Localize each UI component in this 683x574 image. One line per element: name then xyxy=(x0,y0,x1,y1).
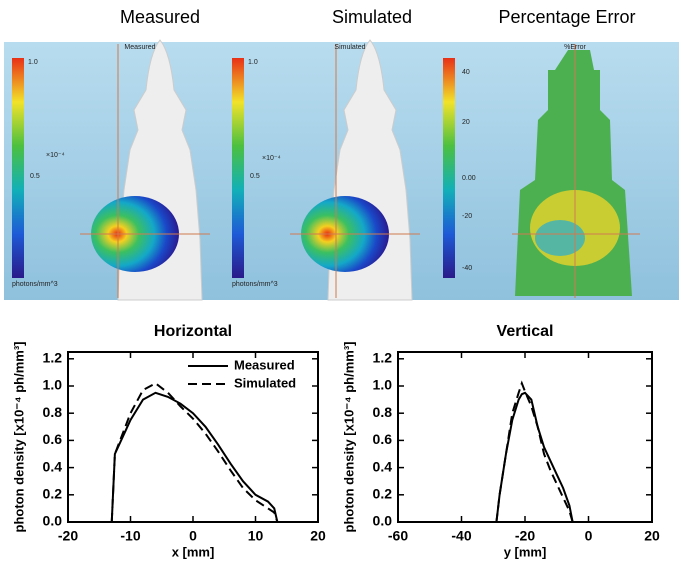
measured-image: Measured 1.0 0.5 ×10⁻⁴ photons/mm^3 xyxy=(12,39,210,301)
error-image: %Error 40 20 0.00 -20 -40 xyxy=(443,44,640,298)
y-tick-label: 1.0 xyxy=(373,377,393,393)
colorbar-label: 0.5 xyxy=(30,173,40,180)
plot-frame xyxy=(397,351,653,523)
y-axis-label: photon density [x10⁻⁴ ph/mm³] xyxy=(11,342,26,533)
y-tick-label: 1.0 xyxy=(43,377,63,393)
x-tick-label: 0 xyxy=(585,528,593,544)
legend-label: Measured xyxy=(234,357,295,372)
y-tick-label: 1.2 xyxy=(43,350,63,366)
chart-title: Vertical xyxy=(497,323,554,340)
x-tick-label: -60 xyxy=(388,528,408,544)
colorbar-label: 1.0 xyxy=(28,59,38,66)
y-tick-label: 1.2 xyxy=(373,350,393,366)
data-line xyxy=(495,380,574,523)
y-tick-label: 0.6 xyxy=(43,431,63,447)
panel-title: Simulated xyxy=(332,7,412,27)
chart: Vertical y [mm] photon density [x10⁻⁴ ph/m… xyxy=(341,323,660,559)
colorbar-label: 0.00 xyxy=(462,175,476,182)
x-tick-label: -20 xyxy=(58,528,78,544)
legend-label: Simulated xyxy=(234,375,296,390)
y-tick-label: 0.8 xyxy=(373,404,393,420)
y-tick-label: 0.0 xyxy=(373,513,393,529)
panel-title: Percentage Error xyxy=(498,7,635,27)
x-tick-label: 20 xyxy=(310,528,326,544)
x-axis-label: x [mm] xyxy=(172,544,215,559)
y-tick-label: 0.6 xyxy=(373,431,393,447)
x-tick-label: 0 xyxy=(189,528,197,544)
y-tick-label: 0.2 xyxy=(43,486,63,502)
chart: Horizontal x [mm] photon density [x10⁻⁴ ph… xyxy=(11,323,326,559)
x-tick-label: -10 xyxy=(120,528,140,544)
data-line xyxy=(495,391,574,523)
colorbar-label: ×10⁻⁴ xyxy=(262,155,281,162)
chart-title: Horizontal xyxy=(154,323,232,340)
image-label: Measured xyxy=(124,44,155,51)
x-axis-label: y [mm] xyxy=(504,544,547,559)
y-tick-label: 0.0 xyxy=(43,513,63,529)
y-axis-label: photon density [x10⁻⁴ ph/mm³] xyxy=(341,342,356,533)
colorbar-label: 40 xyxy=(462,69,470,76)
colorbar-label: -40 xyxy=(462,265,472,272)
y-tick-label: 0.4 xyxy=(43,458,63,474)
y-tick-label: 0.4 xyxy=(373,458,393,474)
x-tick-label: 20 xyxy=(644,528,660,544)
y-tick-label: 0.8 xyxy=(43,404,63,420)
data-line xyxy=(110,391,279,523)
colorbar-label: -20 xyxy=(462,213,472,220)
colorbar-label: 1.0 xyxy=(248,59,258,66)
colorbar-label: 0.5 xyxy=(250,173,260,180)
x-tick-label: -20 xyxy=(515,528,535,544)
data-line xyxy=(110,382,279,523)
plot-frame xyxy=(67,351,319,523)
panel-title: Measured xyxy=(120,7,200,27)
colorbar-label: photons/mm^3 xyxy=(12,281,58,288)
y-tick-label: 0.2 xyxy=(373,486,393,502)
title-row: Measured Simulated Percentage Error xyxy=(120,7,636,27)
image-label: %Error xyxy=(564,44,586,51)
colorbar-label: ×10⁻⁴ xyxy=(46,152,65,159)
colorbar-label: 20 xyxy=(462,119,470,126)
colorbar-label: photons/mm^3 xyxy=(232,281,278,288)
x-tick-label: -40 xyxy=(451,528,471,544)
image-label: Simulated xyxy=(334,44,365,51)
x-tick-label: 10 xyxy=(248,528,264,544)
simulated-image: Simulated 1.0 0.5 ×10⁻⁴ photons/mm^3 xyxy=(232,39,420,301)
